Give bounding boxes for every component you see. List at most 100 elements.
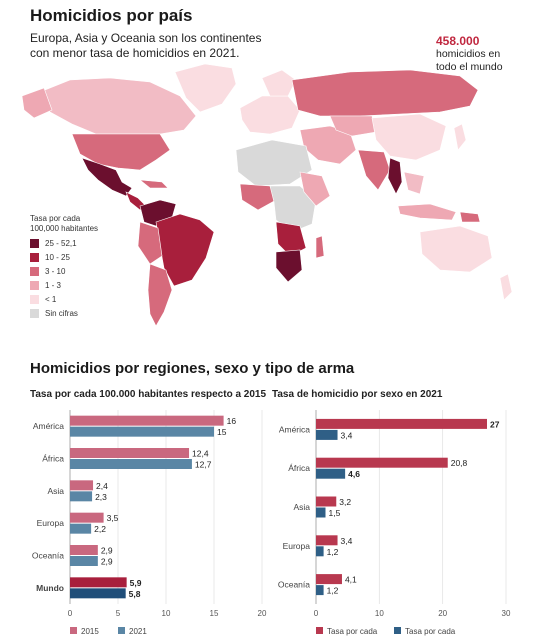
data-label: 4,6 [348,469,360,479]
category-label: América [33,421,64,431]
bar [316,468,346,479]
data-label: 1,2 [327,547,339,557]
bar [70,459,192,469]
map-region-west-africa [239,183,277,211]
map-region-central-africa [269,185,317,233]
x-tick-label: 0 [68,609,73,618]
bar [316,585,324,596]
legend-label: Sin cifras [45,308,78,318]
chart-right-title: Tasa de homicidio por sexo en 2021 [272,389,443,400]
data-label: 4,1 [345,575,357,585]
data-label: 2,2 [94,524,106,534]
map-subtitle: Europa, Asia y Oceania son los continent… [30,31,261,61]
category-label: América [279,424,310,434]
data-label: 3,5 [107,513,119,523]
total-homicides-value: 458.000 [436,34,480,48]
map-region-new-zealand [499,273,513,301]
map-region-caribbean [139,179,169,189]
legend-swatch [70,627,77,634]
data-label: 3,4 [341,430,353,440]
data-label: 2,4 [96,481,108,491]
bar [316,429,338,440]
legend-swatch [30,252,39,262]
bar [70,512,104,523]
legend-swatch [30,308,39,318]
map-region-mexico [81,157,133,197]
map-legend: 25 - 52,1 10 - 25 3 - 10 1 - 3 < 1 Sin c… [30,236,78,320]
world-map [21,63,513,327]
category-label: Europa [37,518,65,528]
total-homicides-callout: 458.000 homicidios en todo el mundo [436,34,503,74]
bars-section-title: Homicidios por regiones, sexo y tipo de … [30,360,355,377]
bar [70,556,98,566]
legend-item: 25 - 52,1 [30,236,78,250]
bar [316,418,487,429]
data-label: 2,9 [101,557,113,567]
map-region-usa [71,133,171,171]
x-tick-label: 20 [258,609,267,618]
bar [316,535,338,546]
legend-label: 2015 [81,627,99,636]
legend-item: Sin cifras [30,306,78,320]
legend-swatch [30,294,39,304]
map-region-myanmar [387,157,403,195]
map-region-india [357,149,391,191]
map-region-australia [419,225,493,273]
category-label: África [288,463,310,473]
map-subtitle-line-1: Europa, Asia y Oceania son los continent… [30,31,262,45]
bar [70,480,94,491]
data-label: 1,2 [327,586,339,596]
category-label: Asia [47,486,64,496]
bar [70,426,214,437]
legend-label: 25 - 52,1 [45,238,77,248]
map-region-papua [459,211,481,223]
data-label: 5,8 [129,589,141,599]
bar [316,496,337,507]
legend-item: 10 - 25 [30,250,78,264]
map-region-russia [291,69,479,117]
map-region-east-africa [299,171,331,207]
data-label: 5,9 [130,578,142,588]
x-tick-label: 20 [438,609,447,618]
map-region-canada [39,77,197,135]
category-label: África [42,454,64,464]
map-region-madagascar [315,235,325,259]
legend-label: 1 - 3 [45,280,62,290]
legend-label: 2021 [129,627,147,636]
map-region-north-africa [235,139,313,187]
map-title: Homicidios por país [30,6,193,25]
data-label: 16 [227,416,237,426]
data-label: 2,9 [101,546,113,556]
bar [70,523,92,534]
data-label: 3,2 [339,497,351,507]
map-legend-title-line-2: 100,000 habitantes [30,224,99,233]
legend-label: 3 - 10 [45,266,66,276]
data-label: 15 [217,427,227,437]
legend-swatch [30,266,39,276]
legend-label: < 1 [45,294,57,304]
legend-swatch [316,627,323,634]
map-legend-title: Tasa por cada 100,000 habitantes [30,214,98,234]
bar [316,457,448,468]
map-legend-title-line-1: Tasa por cada [30,214,81,223]
legend-item: 3 - 10 [30,264,78,278]
map-region-europe [239,95,301,135]
x-tick-label: 5 [116,609,121,618]
map-region-argentina-chile [147,263,173,327]
legend-swatch [118,627,125,634]
data-label: 12,4 [192,449,209,459]
map-region-se-asia [403,171,425,195]
bar [70,448,190,458]
data-label: 12,7 [195,460,212,470]
category-label: Asia [293,502,310,512]
map-region-japan [453,123,467,151]
map-region-china [371,113,447,161]
category-label: Oceanía [32,551,64,561]
legend-swatch [30,280,39,290]
map-region-greenland [174,63,237,113]
map-region-brazil [155,213,215,287]
map-subtitle-line-2: con menor tasa de homicidios en 2021. [30,46,240,60]
legend-swatch [30,238,39,248]
